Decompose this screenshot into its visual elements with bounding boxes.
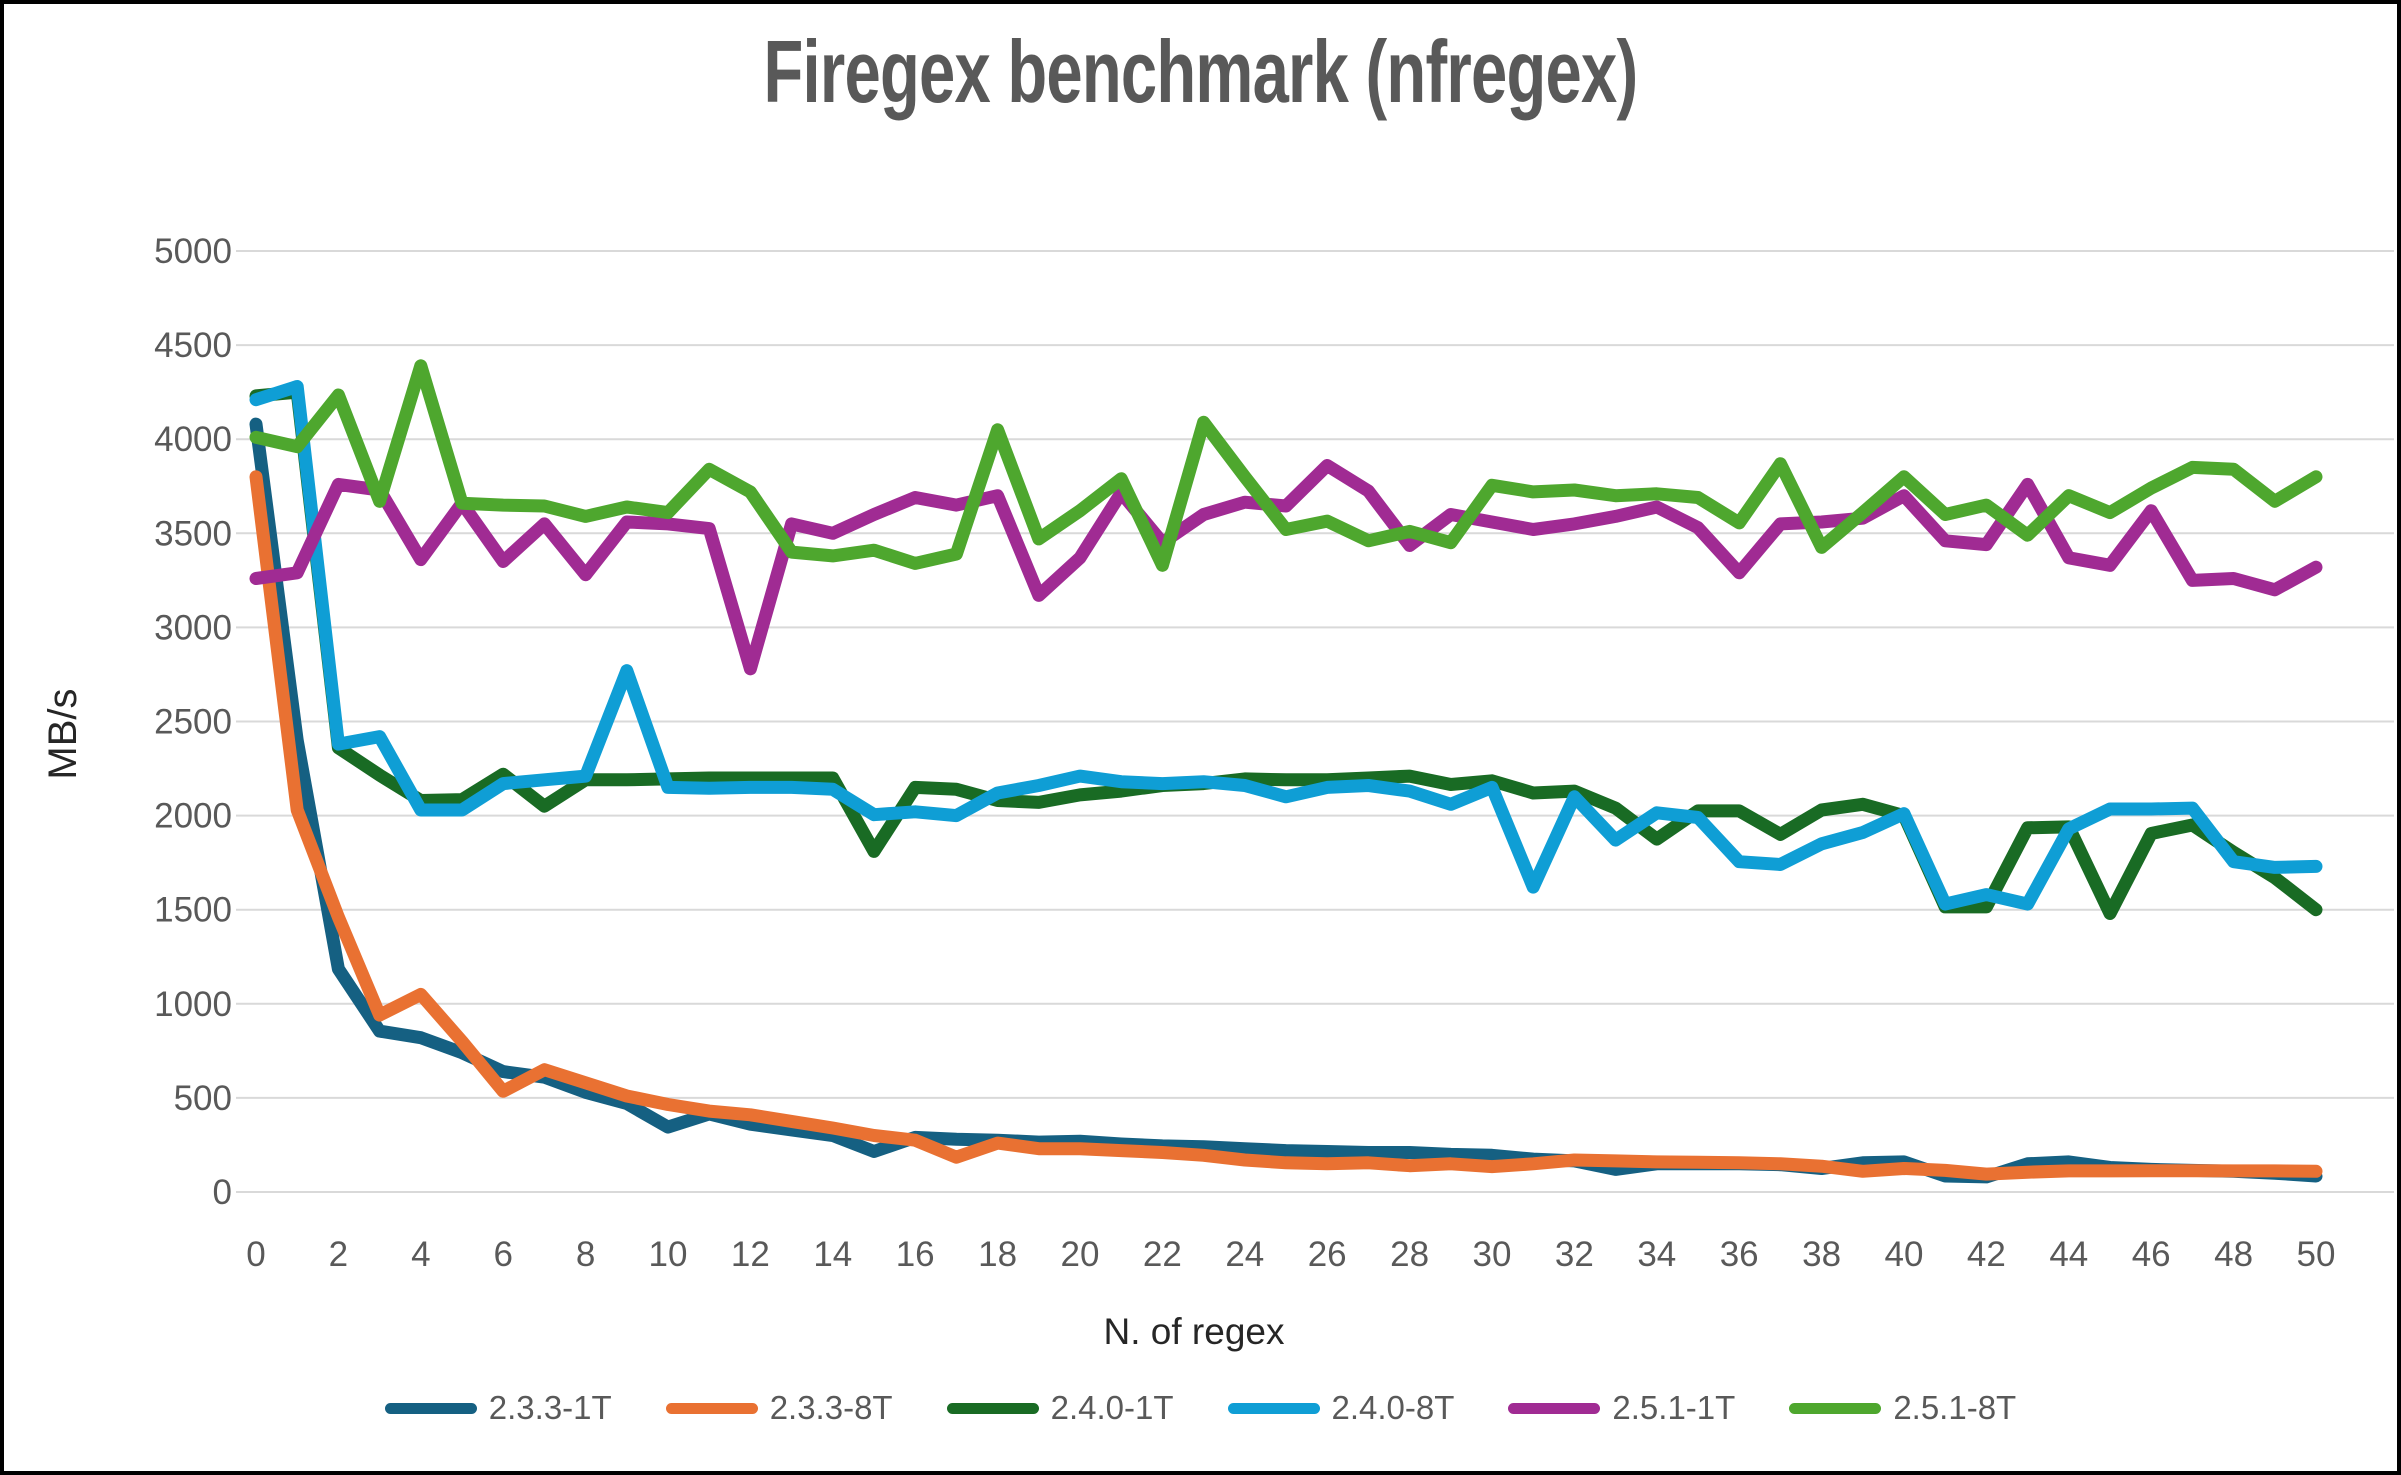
x-tick-label-24: 24 [1225,1235,1264,1274]
y-tick-label-0: 0 [213,1173,232,1212]
x-tick-label-34: 34 [1637,1235,1676,1274]
x-tick-label-32: 32 [1555,1235,1594,1274]
legend-label-2.4.0-8T: 2.4.0-8T [1331,1389,1455,1426]
legend-label-2.4.0-1T: 2.4.0-1T [1050,1389,1174,1426]
y-tick-label-5000: 5000 [154,232,232,271]
legend-label-2.3.3-1T: 2.3.3-1T [488,1389,612,1426]
legend-item-2.3.3-1T: 2.3.3-1T [384,1389,612,1427]
legend-item-2.4.0-1T: 2.4.0-1T [946,1389,1174,1427]
y-tick-label-3000: 3000 [154,608,232,647]
y-tick-label-1500: 1500 [154,891,232,930]
series-line-2.3.3-8T [249,470,2323,1181]
x-tick-label-38: 38 [1802,1235,1841,1274]
x-tick-label-0: 0 [246,1235,265,1274]
x-tick-label-40: 40 [1885,1235,1924,1274]
x-tick-label-30: 30 [1473,1235,1512,1274]
series-line-2.5.1-8T [249,359,2323,572]
series-line-2.4.0-8T [249,380,2323,911]
x-tick-label-50: 50 [2297,1235,2336,1274]
y-tick-label-2000: 2000 [154,797,232,836]
y-tick-label-4000: 4000 [154,420,232,459]
x-tick-label-44: 44 [2049,1235,2088,1274]
y-tick-label-1000: 1000 [154,985,232,1024]
legend-item-2.4.0-8T: 2.4.0-8T [1227,1389,1455,1427]
x-tick-label-18: 18 [978,1235,1017,1274]
x-tick-label-48: 48 [2214,1235,2253,1274]
legend-marker-2.5.1-8T [1789,1402,1882,1414]
legend-label-2.5.1-8T: 2.5.1-8T [1893,1389,2017,1426]
y-tick-label-2500: 2500 [154,703,232,742]
x-tick-label-12: 12 [731,1235,770,1274]
x-tick-label-2: 2 [329,1235,348,1274]
y-axis-title: MB/s [41,688,85,779]
y-tick-label-500: 500 [174,1079,232,1118]
y-tick-label-3500: 3500 [154,514,232,553]
legend-label-2.5.1-1T: 2.5.1-1T [1612,1389,1736,1426]
x-tick-label-26: 26 [1308,1235,1347,1274]
x-tick-label-8: 8 [576,1235,595,1274]
x-tick-label-22: 22 [1143,1235,1182,1274]
legend-marker-2.5.1-1T [1508,1402,1601,1414]
x-tick-label-36: 36 [1720,1235,1759,1274]
x-tick-label-16: 16 [896,1235,935,1274]
legend-marker-2.4.0-8T [1227,1402,1320,1414]
x-tick-label-28: 28 [1390,1235,1429,1274]
x-tick-label-4: 4 [411,1235,430,1274]
chart-title-text: Firegex benchmark (nfregex) [763,22,1639,121]
legend-item-2.3.3-8T: 2.3.3-8T [665,1389,893,1427]
series-line-2.5.1-1T [249,459,2323,676]
line-chart: 0500100015002000250030003500400045005000… [41,232,2394,1352]
x-tick-label-14: 14 [813,1235,852,1274]
legend-marker-2.4.0-1T [946,1402,1039,1414]
legend-item-2.5.1-1T: 2.5.1-1T [1508,1389,1735,1427]
x-tick-label-20: 20 [1061,1235,1100,1274]
series-line-2.4.0-1T [249,385,2323,920]
legend-marker-2.3.3-1T [384,1402,477,1414]
x-tick-label-46: 46 [2132,1235,2171,1274]
y-tick-label-4500: 4500 [154,326,232,365]
chart-title: Firegex benchmark (nfregex) [4,22,2397,122]
legend-marker-2.3.3-8T [665,1402,758,1414]
legend-item-2.5.1-8T: 2.5.1-8T [1789,1389,2016,1427]
x-tick-label-10: 10 [649,1235,688,1274]
legend-label-2.3.3-8T: 2.3.3-8T [769,1389,893,1426]
x-tick-label-6: 6 [493,1235,512,1274]
x-axis-title: N. of regex [1104,1311,1285,1352]
chart-legend: 2.3.3-1T 2.3.3-8T 2.4.0-1T 2.4.0-8T 2.5.1-1T… [4,1382,2397,1434]
x-tick-label-42: 42 [1967,1235,2006,1274]
